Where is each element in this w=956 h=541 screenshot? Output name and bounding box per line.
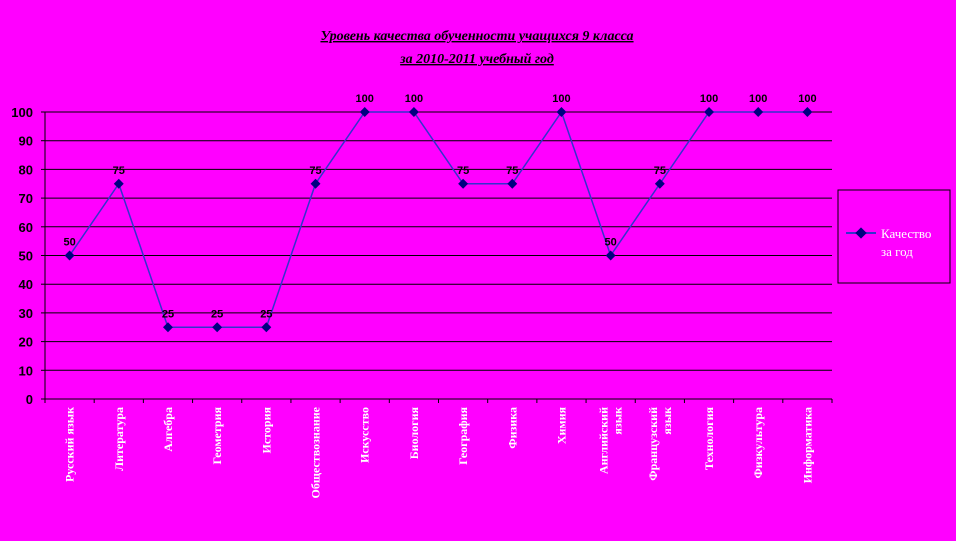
series-line — [68, 110, 808, 328]
series-markers — [64, 107, 813, 333]
y-tick-label: 60 — [19, 220, 33, 235]
x-tick-labels: Русский язык Литература Алгебра Геометрия Ис… — [63, 406, 815, 498]
data-label: 100 — [356, 93, 374, 105]
data-labels: 50 75 25 25 25 75 100 100 75 75 100 50 75 100 100 100 — [63, 93, 816, 320]
y-tick-label: 80 — [19, 162, 33, 177]
x-tick-label: Технология — [702, 407, 716, 470]
y-tick-label: 20 — [19, 335, 33, 350]
legend-label-line1: Качество — [881, 226, 931, 241]
x-tick-label: Искусство — [358, 407, 372, 463]
data-label: 25 — [260, 308, 272, 320]
x-tick-label: Литература — [112, 407, 126, 471]
y-tick-label: 100 — [11, 105, 33, 120]
x-tick-label: География — [456, 407, 470, 465]
chart-title: Уровень качества обученности учащихся 9 … — [320, 29, 633, 67]
x-tick-label: Физика — [505, 407, 519, 449]
data-label: 25 — [211, 308, 223, 320]
data-point — [113, 178, 124, 189]
legend: Качество за год — [837, 189, 951, 284]
x-tick-label: Русский язык — [63, 407, 77, 482]
data-point — [408, 107, 419, 117]
y-tick-label: 50 — [19, 249, 33, 264]
x-tick-label: Французскийязык — [646, 407, 674, 481]
gridlines — [45, 111, 832, 371]
x-tick-label: Английскийязык — [597, 407, 625, 474]
data-point — [802, 107, 813, 117]
data-label: 100 — [749, 93, 767, 105]
legend-marker-sample — [855, 227, 867, 239]
data-label: 100 — [798, 93, 816, 105]
data-label: 25 — [162, 308, 174, 320]
y-tick-label: 30 — [19, 306, 33, 321]
legend-label-line2: за год — [881, 244, 913, 259]
data-point — [163, 322, 173, 333]
data-point — [556, 107, 567, 117]
y-tick-label: 40 — [19, 277, 33, 292]
data-point — [359, 107, 370, 117]
data-label: 75 — [506, 165, 518, 177]
x-tick-label: Химия — [554, 407, 568, 445]
x-tick-label: Алгебра — [161, 407, 175, 452]
data-label: 75 — [309, 165, 321, 177]
data-label: 75 — [113, 165, 125, 177]
data-point — [704, 107, 714, 117]
data-label: 100 — [405, 93, 423, 105]
axes — [44, 112, 833, 403]
data-point — [212, 322, 223, 333]
x-tick-label: Биология — [407, 406, 421, 459]
data-label: 75 — [457, 165, 469, 177]
x-tick-label: Физкультура — [751, 407, 765, 479]
data-point — [261, 322, 272, 333]
chart-title-line2: за 2010-2011 учебный год — [399, 52, 554, 67]
legend-box — [837, 189, 951, 284]
chart-title-line1: Уровень качества обученности учащихся 9 … — [320, 29, 633, 44]
data-point — [654, 178, 665, 189]
data-label: 75 — [654, 165, 666, 177]
data-point — [753, 107, 764, 117]
series-line-path — [68, 110, 808, 328]
data-point — [64, 250, 75, 261]
data-label: 100 — [552, 93, 570, 105]
data-point — [605, 250, 616, 261]
data-label: 100 — [700, 93, 718, 105]
y-tick-label: 10 — [19, 363, 33, 378]
x-tick-label: Информатика — [800, 407, 814, 483]
y-tick-label: 90 — [19, 134, 33, 149]
data-label: 50 — [605, 237, 617, 249]
x-tick-label: История — [259, 407, 273, 454]
data-point — [458, 178, 469, 189]
y-tick-labels: 0 10 20 30 40 50 60 70 80 90 100 — [11, 105, 45, 407]
data-point — [507, 178, 518, 189]
data-point — [310, 178, 321, 189]
y-tick-label: 0 — [26, 392, 33, 407]
data-label: 50 — [63, 237, 75, 249]
x-tick-label: Геометрия — [210, 407, 224, 465]
x-tick-label: Обществознание — [309, 406, 323, 498]
y-tick-label: 70 — [19, 191, 33, 206]
